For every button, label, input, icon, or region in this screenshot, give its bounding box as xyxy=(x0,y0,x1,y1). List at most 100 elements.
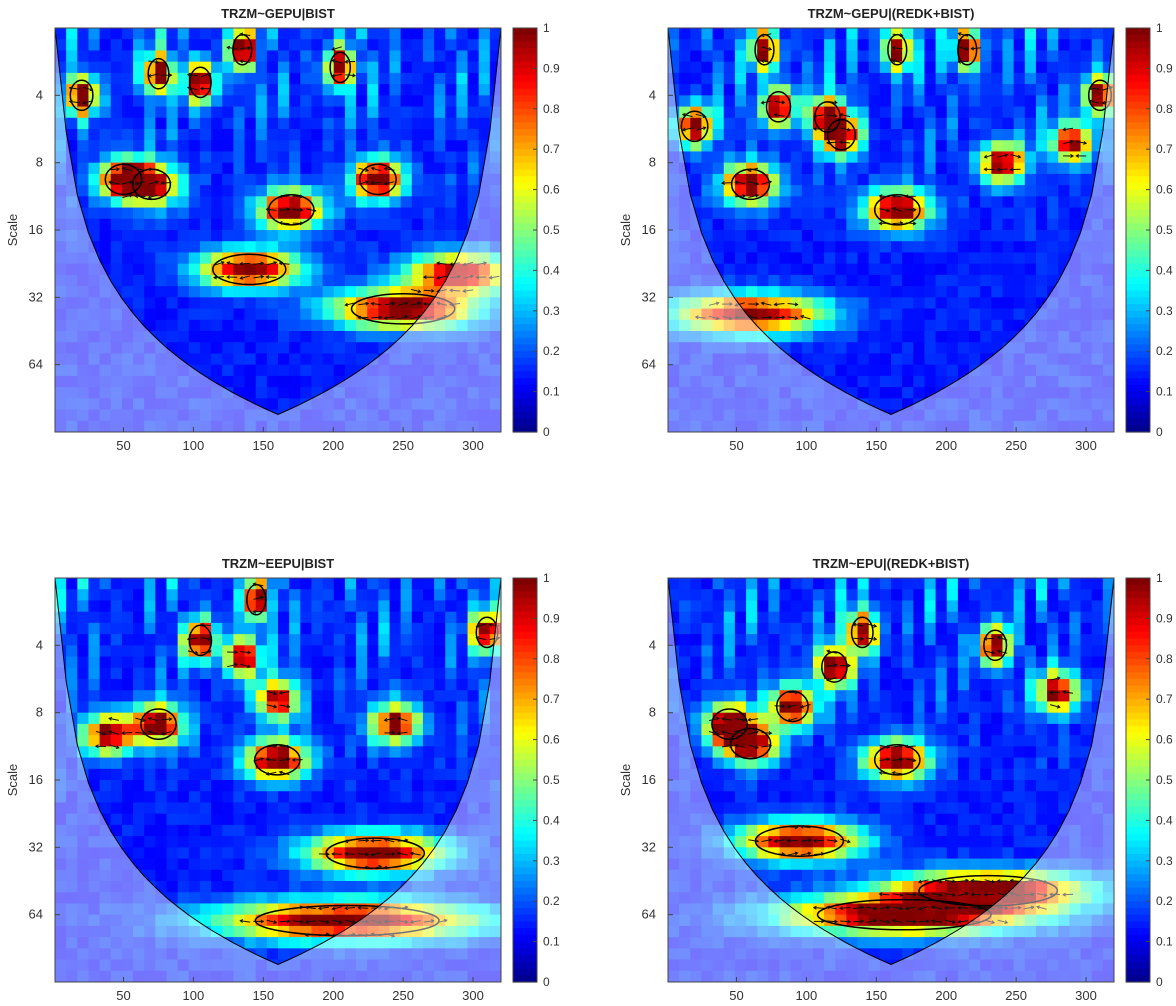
phase-arrows xyxy=(681,32,1114,321)
colorbar-tick-label: 1 xyxy=(543,571,550,585)
colorbar: 0 0.1 0.2 0.3 0.4 0.5 0.6 0.7 0.8 0.9 1 xyxy=(1125,21,1173,439)
significance-contour xyxy=(711,708,748,740)
y-tick-label: 16 xyxy=(642,222,656,237)
significance-contour xyxy=(329,51,352,84)
colorbar-tick-label: 0.5 xyxy=(1156,223,1173,237)
coi-shade xyxy=(668,578,1114,982)
significance-contour xyxy=(212,253,287,286)
coi-shade xyxy=(55,578,501,982)
significance-contour xyxy=(188,66,212,99)
significance-contour xyxy=(69,79,94,112)
colorbar-tick-label: 0.9 xyxy=(543,611,560,625)
phase-arrows xyxy=(94,582,501,938)
colorbar-tick-label: 0.7 xyxy=(543,142,560,156)
x-tick-label: 200 xyxy=(322,988,344,1003)
coi-line xyxy=(55,578,501,965)
y-tick-label: 4 xyxy=(36,87,43,102)
y-tick-label: 64 xyxy=(642,907,656,922)
coherence-field xyxy=(55,578,501,982)
panel-1: TRZM~GEPU|BIST 50 100 150 200 250 300 4 8 16 32 64 S… xyxy=(5,6,560,453)
colorbar-tick-label: 0.6 xyxy=(543,183,560,197)
significance-contour xyxy=(350,292,456,325)
significance-contour xyxy=(775,690,809,723)
y-tick-label: 16 xyxy=(29,772,43,787)
y-tick-label: 8 xyxy=(36,705,43,720)
panel-2: TRZM~GEPU|(REDK+BIST) 50 100 150 200 250 300 4 8… xyxy=(618,6,1173,453)
chart-title: TRZM~GEPU|BIST xyxy=(221,6,335,21)
colorbar-tick-label: 0.5 xyxy=(1156,773,1173,787)
significance-contour xyxy=(680,110,709,143)
coherence-field xyxy=(55,28,501,432)
x-tick-label: 200 xyxy=(322,438,344,453)
y-tick-label: 64 xyxy=(29,907,43,922)
phase-arrows xyxy=(708,622,1074,924)
y-tick-label: 32 xyxy=(29,839,43,854)
coi-line xyxy=(668,578,1114,965)
significance-contour xyxy=(826,118,856,151)
significance-contour xyxy=(147,57,170,90)
y-axis-label: Scale xyxy=(618,764,633,797)
x-tick-label: 300 xyxy=(462,438,484,453)
colorbar-tick-label: 0.2 xyxy=(1156,894,1173,908)
significance-contour xyxy=(918,874,1059,907)
x-tick-label: 200 xyxy=(935,438,957,453)
colorbar-tick-label: 0.3 xyxy=(1156,304,1173,318)
colorbar-tick-label: 0.8 xyxy=(543,102,560,116)
colorbar-tick-label: 0.2 xyxy=(1156,344,1173,358)
y-tick-label: 4 xyxy=(36,637,43,652)
significance-contour xyxy=(873,743,921,776)
significance-contour xyxy=(816,898,992,931)
significance-contour xyxy=(873,193,921,226)
coi-shade xyxy=(668,28,1114,432)
y-axis-label: Scale xyxy=(618,214,633,247)
x-tick-label: 50 xyxy=(729,438,743,453)
x-tick-label: 200 xyxy=(935,988,957,1003)
colorbar-tick-label: 0 xyxy=(1156,425,1163,439)
significance-contour xyxy=(475,616,499,649)
colorbar-tick-label: 0.9 xyxy=(543,61,560,75)
chart-title: TRZM~EEPU|BIST xyxy=(222,556,334,571)
colorbar-tick-label: 1 xyxy=(543,21,550,35)
coherence-field xyxy=(668,578,1114,982)
colorbar-tick-label: 0.9 xyxy=(1156,611,1173,625)
x-tick-label: 50 xyxy=(729,988,743,1003)
panel-4: TRZM~EPU|(REDK+BIST) 50 100 150 200 250 300 4 8 1… xyxy=(618,556,1173,1003)
colorbar-tick-label: 0.7 xyxy=(1156,142,1173,156)
significance-contour xyxy=(1087,79,1113,112)
x-tick-label: 50 xyxy=(116,988,130,1003)
significance-contour xyxy=(850,616,874,649)
colorbar-tick-label: 0.5 xyxy=(543,773,560,787)
colorbar-tick-label: 0.1 xyxy=(543,385,560,399)
colorbar-tick-label: 0.2 xyxy=(543,344,560,358)
x-tick-label: 250 xyxy=(392,988,414,1003)
colorbar-tick-label: 0.4 xyxy=(543,263,560,277)
significance-contour xyxy=(957,33,978,66)
colorbar-tick-label: 0.4 xyxy=(1156,813,1173,827)
x-tick-label: 100 xyxy=(183,988,205,1003)
colorbar-tick-label: 0 xyxy=(1156,975,1163,989)
y-tick-label: 32 xyxy=(642,289,656,304)
x-tick-label: 250 xyxy=(1005,988,1027,1003)
coherence-field xyxy=(668,28,1114,432)
colorbar-tick-label: 0.4 xyxy=(543,813,560,827)
y-tick-label: 4 xyxy=(649,637,656,652)
significance-contour xyxy=(983,629,1008,662)
coi-line xyxy=(55,28,501,415)
colorbar-tick-label: 0.3 xyxy=(1156,854,1173,868)
colorbar-tick-label: 0 xyxy=(543,975,550,989)
x-tick-label: 50 xyxy=(116,438,130,453)
y-tick-label: 32 xyxy=(642,839,656,854)
colorbar-tick-label: 0.1 xyxy=(543,935,560,949)
significance-contour xyxy=(729,727,772,760)
y-tick-label: 8 xyxy=(36,155,43,170)
colorbar-tick-label: 0.7 xyxy=(543,692,560,706)
significance-contour xyxy=(140,708,177,740)
colorbar-tick-label: 0.4 xyxy=(1156,263,1173,277)
colorbar-tick-label: 0.8 xyxy=(543,652,560,666)
x-tick-label: 300 xyxy=(1075,438,1097,453)
y-tick-label: 16 xyxy=(642,772,656,787)
significance-contour xyxy=(765,90,792,123)
x-tick-label: 250 xyxy=(392,438,414,453)
colorbar-tick-label: 0.9 xyxy=(1156,61,1173,75)
